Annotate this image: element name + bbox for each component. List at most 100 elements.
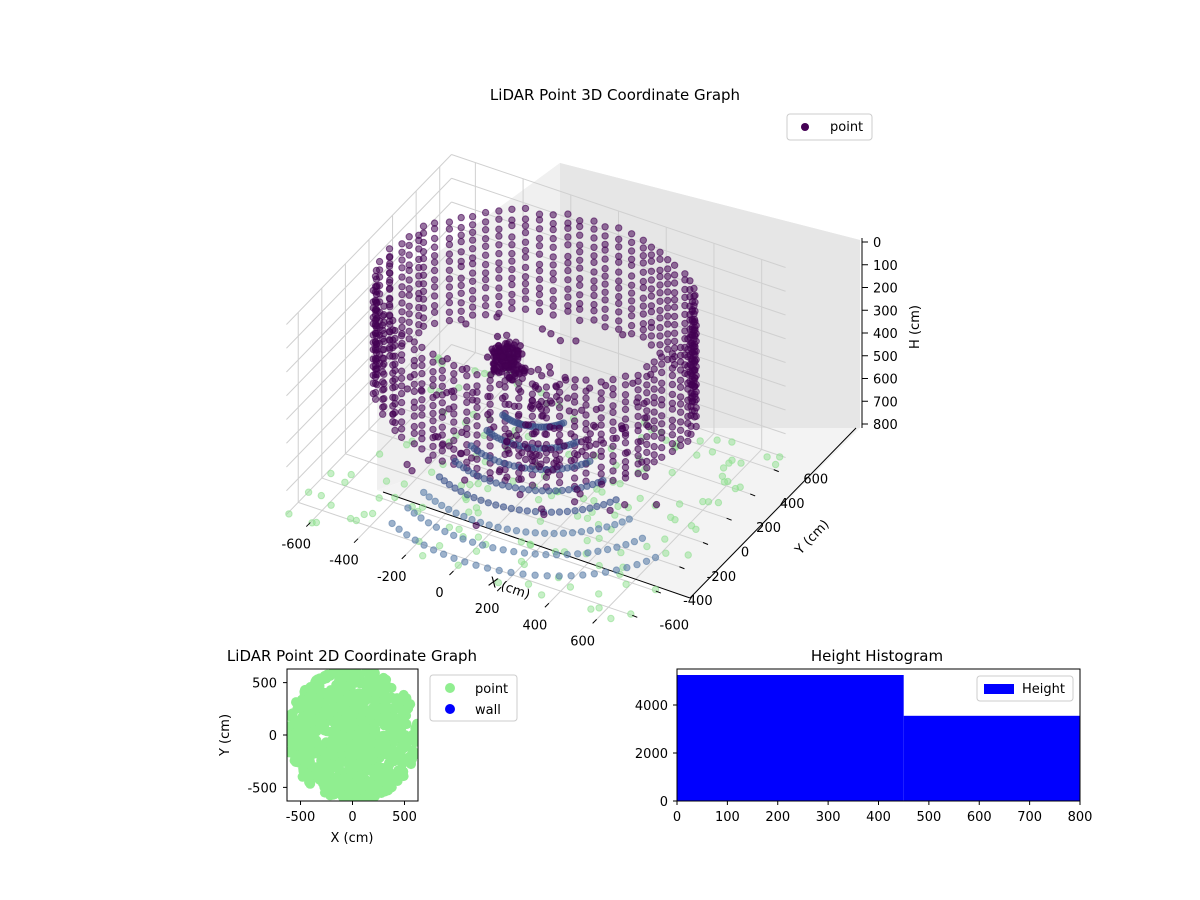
lidar-3d-point <box>467 454 476 462</box>
lidar-3d-pane-right <box>560 163 860 428</box>
lidar-3d-z-tick-label: 0 <box>873 236 881 251</box>
lidar-2d-point <box>319 725 330 736</box>
lidar-3d-point <box>627 610 635 618</box>
lidar-2d-point <box>314 740 325 751</box>
lidar-3d-point <box>681 270 689 278</box>
lidar-3d-point <box>468 212 477 221</box>
lidar-3d-point <box>627 305 636 313</box>
lidar-3d-point <box>410 380 418 388</box>
lidar-3d-point <box>445 308 454 316</box>
lidar-3d-point <box>429 409 437 418</box>
lidar-3d-point <box>317 491 325 500</box>
lidar-3d-point <box>521 238 530 246</box>
lidar-3d-point <box>405 318 413 326</box>
lidar-3d-point <box>397 367 406 375</box>
lidar-3d-point <box>555 412 564 420</box>
lidar-3d-point <box>728 456 736 464</box>
lidar-3d-point <box>430 266 439 275</box>
lidar-3d-point <box>459 535 467 543</box>
lidar-3d-point <box>380 302 388 310</box>
lidar-3d-point <box>386 295 394 303</box>
lidar-3d-point <box>431 497 439 505</box>
height-histogram-y-ticks: 0 2000 4000 <box>635 699 677 810</box>
lidar-3d-point <box>521 273 530 281</box>
lidar-3d-point <box>647 267 656 275</box>
lidar-3d-point <box>429 401 437 410</box>
lidar-3d-point <box>627 230 636 238</box>
lidar-3d-point <box>658 453 666 461</box>
lidar-3d-point <box>578 447 586 456</box>
lidar-3d-point <box>445 505 453 514</box>
lidar-2d-point <box>349 691 360 702</box>
lidar-3d-point <box>564 233 572 241</box>
lidar-3d-point <box>534 440 542 448</box>
lidar-3d-point <box>593 502 601 511</box>
lidar-3d-point <box>681 369 689 378</box>
lidar-3d-point <box>668 440 677 448</box>
lidar-3d-point <box>537 591 546 599</box>
lidar-3d-point <box>371 370 380 379</box>
lidar-3d-point <box>615 317 623 325</box>
lidar-3d-y-axis-line <box>689 427 857 599</box>
lidar-3d-point <box>405 291 413 299</box>
lidar-3d-point <box>627 330 636 338</box>
lidar-3d-point <box>405 310 413 318</box>
lidar-2d-y-axis-label: Y (cm) <box>218 714 233 757</box>
lidar-3d-point <box>639 236 647 245</box>
lidar-3d-point <box>454 561 462 569</box>
lidar-3d-point <box>675 500 684 508</box>
lidar-3d-point <box>576 281 584 289</box>
lidar-3d-point <box>590 307 598 315</box>
lidar-3d-point <box>528 397 536 405</box>
lidar-3d-point <box>398 264 406 272</box>
lidar-3d-point <box>495 300 503 309</box>
lidar-3d-point <box>609 384 617 393</box>
lidar-3d-point <box>542 550 550 559</box>
lidar-3d-point <box>415 321 423 329</box>
lidar-3d-point <box>405 335 413 343</box>
lidar-3d-point <box>609 402 617 410</box>
lidar-3d-point <box>692 422 700 431</box>
lidar-3d-point <box>535 250 544 258</box>
lidar-3d-point <box>611 520 619 529</box>
lidar-3d-point <box>545 363 554 371</box>
lidar-3d-points <box>285 204 784 623</box>
lidar-2d-point <box>317 711 328 722</box>
lidar-3d-point <box>523 507 531 515</box>
lidar-2d-point <box>374 687 385 698</box>
lidar-3d-point <box>495 232 503 240</box>
lidar-2d-point <box>405 751 415 762</box>
lidar-3d-point <box>484 392 492 401</box>
lidar-3d-point <box>371 379 380 388</box>
lidar-3d-point <box>528 412 537 420</box>
lidar-3d-point <box>514 412 523 420</box>
lidar-3d-point <box>468 269 477 277</box>
lidar-3d-point <box>577 528 586 536</box>
lidar-3d-point <box>463 416 471 425</box>
lidar-3d-point <box>463 491 472 499</box>
lidar-3d-point <box>457 315 465 324</box>
lidar-3d-point <box>438 366 446 375</box>
lidar-3d-point <box>574 550 582 558</box>
lidar-3d-point <box>403 385 412 393</box>
lidar-3d-point <box>508 241 516 249</box>
lidar-3d-point <box>636 494 644 503</box>
lidar-3d-point <box>521 228 530 237</box>
lidar-3d-point <box>468 260 477 268</box>
lidar-3d-point <box>621 372 630 380</box>
lidar-3d-point <box>371 320 380 328</box>
lidar-3d-point <box>495 266 503 274</box>
lidar-2d-point <box>384 717 395 728</box>
lidar-3d-point <box>388 519 396 528</box>
lidar-3d-point <box>686 377 694 385</box>
lidar-3d-point <box>445 234 454 243</box>
lidar-3d-point <box>731 484 740 493</box>
lidar-3d-point <box>650 417 658 425</box>
lidar-3d-point <box>597 463 605 471</box>
lidar-3d-point <box>514 355 522 363</box>
height-histogram-x-tick-label: 200 <box>765 810 790 825</box>
lidar-3d-point <box>375 494 383 502</box>
lidar-3d-point <box>614 502 622 511</box>
lidar-3d-point <box>499 503 508 511</box>
lidar-3d-point <box>440 477 448 485</box>
